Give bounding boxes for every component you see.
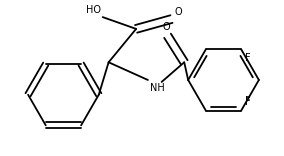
Text: F: F — [245, 96, 251, 106]
Text: NH: NH — [150, 83, 165, 93]
Text: F: F — [245, 97, 251, 107]
Text: O: O — [163, 22, 170, 32]
Text: F: F — [245, 53, 251, 63]
Text: O: O — [174, 7, 182, 17]
Text: HO: HO — [86, 5, 101, 15]
